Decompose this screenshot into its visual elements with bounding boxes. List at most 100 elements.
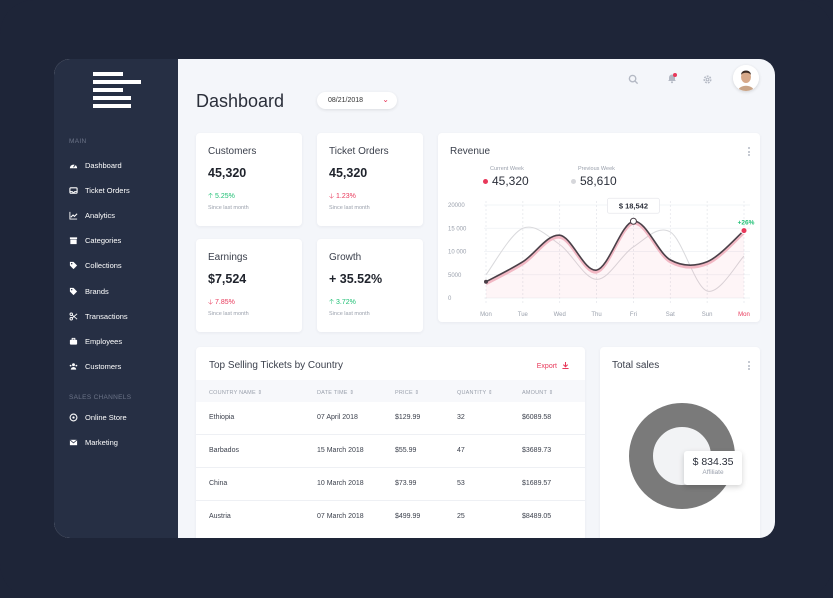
tag-icon bbox=[69, 287, 78, 296]
total-sales-title: Total sales bbox=[612, 360, 660, 371]
sidebar-item-ticket-orders[interactable]: Ticket Orders bbox=[69, 183, 130, 197]
total-sales-card: Total sales $ 834.35 Affiliate bbox=[600, 347, 760, 538]
table-row[interactable]: China 10 March 2018 $73.99 53 $1689.57 bbox=[196, 468, 585, 501]
analytics-icon bbox=[69, 211, 78, 220]
top-selling-title: Top Selling Tickets by Country bbox=[209, 360, 343, 371]
revenue-title: Revenue bbox=[450, 146, 491, 157]
sidebar-item-collections[interactable]: Collections bbox=[69, 258, 122, 272]
avatar[interactable] bbox=[733, 65, 759, 91]
column-header-price[interactable]: PRICE ⇕ bbox=[395, 390, 420, 396]
x-tick-label: Sun bbox=[702, 312, 713, 318]
nav-section-sales-channels: SALES CHANNELS bbox=[69, 394, 132, 401]
legend-value: 45,320 bbox=[492, 174, 529, 188]
x-tick-label: Mon bbox=[480, 312, 492, 318]
main-content: Dashboard 08/21/2018 ⌄ Customers 45,320 bbox=[178, 59, 775, 538]
sidebar-item-marketing[interactable]: Marketing bbox=[69, 435, 118, 449]
series-line-previous-week bbox=[485, 226, 745, 292]
stat-card-earnings: Earnings $7,524 🡣 7.85% Since last month bbox=[196, 239, 302, 332]
legend-dot bbox=[571, 178, 576, 184]
y-tick-label: 5000 bbox=[448, 273, 462, 279]
end-point bbox=[740, 227, 748, 235]
tags-icon bbox=[69, 261, 78, 270]
y-tick-label: 15 000 bbox=[448, 226, 467, 232]
nav-section-main: MAIN bbox=[69, 138, 87, 145]
cell-date: 15 March 2018 bbox=[317, 447, 364, 454]
inbox-icon bbox=[69, 186, 78, 195]
search-icon[interactable] bbox=[628, 72, 640, 85]
stat-value: $7,524 bbox=[208, 272, 247, 286]
sidebar-item-categories[interactable]: Categories bbox=[69, 233, 121, 247]
cell-amount: $8489.05 bbox=[522, 513, 552, 520]
sidebar-item-label: Ticket Orders bbox=[85, 185, 130, 195]
mail-icon bbox=[69, 438, 78, 447]
bell-icon[interactable] bbox=[666, 71, 678, 84]
column-header-date[interactable]: DATE TIME ⇕ bbox=[317, 390, 355, 396]
sidebar-item-customers[interactable]: Customers bbox=[69, 359, 121, 373]
arrow-down-icon: 🡣 bbox=[208, 299, 215, 306]
sidebar-item-dashboard[interactable]: Dashboard bbox=[69, 158, 122, 172]
more-icon[interactable] bbox=[748, 147, 751, 158]
download-icon bbox=[562, 362, 569, 371]
table-row[interactable]: Barbados 15 March 2018 $55.99 47 $3689.7… bbox=[196, 435, 585, 468]
export-button[interactable]: Export bbox=[537, 362, 569, 371]
stat-change: 🡣 7.85% bbox=[208, 299, 235, 306]
data-point bbox=[484, 279, 488, 284]
stat-card-ticket-orders: Ticket Orders 45,320 🡣 1.23% Since last … bbox=[317, 133, 423, 226]
cell-price: $55.99 bbox=[395, 447, 417, 454]
cell-country: Barbados bbox=[209, 447, 239, 454]
table-row[interactable]: Ethiopia 07 April 2018 $129.99 32 $6089.… bbox=[196, 402, 585, 435]
cell-quantity: 25 bbox=[457, 513, 465, 520]
sidebar-item-label: Dashboard bbox=[85, 160, 122, 170]
sidebar-item-label: Transactions bbox=[85, 311, 128, 321]
legend-value: 58,610 bbox=[580, 174, 617, 188]
stat-since: Since last month bbox=[208, 205, 249, 211]
legend-label: Previous Week bbox=[578, 166, 615, 172]
cell-date: 10 March 2018 bbox=[317, 480, 364, 487]
stat-change: 🡣 1.23% bbox=[329, 193, 356, 200]
sidebar-item-label: Customers bbox=[85, 361, 122, 371]
column-header-country[interactable]: COUNTRY NAME ⇕ bbox=[209, 390, 263, 396]
cell-date: 07 April 2018 bbox=[317, 414, 358, 421]
stat-value: + 35.52% bbox=[329, 272, 383, 286]
x-tick-label: Thu bbox=[591, 312, 601, 318]
users-icon bbox=[69, 362, 78, 371]
chevron-down-icon: ⌄ bbox=[382, 95, 389, 104]
date-picker[interactable]: 08/21/2018 ⌄ bbox=[317, 92, 397, 109]
sidebar-item-label: Marketing bbox=[85, 437, 118, 447]
logo[interactable] bbox=[93, 72, 141, 110]
briefcase-icon bbox=[69, 337, 78, 346]
more-icon[interactable] bbox=[748, 361, 751, 372]
cell-price: $499.99 bbox=[395, 513, 421, 520]
x-tick-label: Tue bbox=[518, 312, 529, 318]
chart-tooltip-value: $ 18,542 bbox=[619, 201, 648, 210]
sidebar-item-label: Categories bbox=[85, 235, 122, 245]
stat-change: 🡡 3.72% bbox=[329, 299, 356, 306]
settings-icon[interactable] bbox=[702, 72, 714, 84]
stat-label: Growth bbox=[329, 252, 362, 263]
sidebar-item-label: Employees bbox=[85, 336, 123, 346]
cell-price: $73.99 bbox=[395, 480, 417, 487]
table-row[interactable]: Austria 07 March 2018 $499.99 25 $8489.0… bbox=[196, 501, 585, 534]
scissors-icon bbox=[69, 312, 78, 321]
column-header-amount[interactable]: AMOUNT ⇕ bbox=[522, 390, 554, 396]
sidebar-item-online-store[interactable]: Online Store bbox=[69, 410, 127, 424]
total-sales-tooltip: $ 834.35 Affiliate bbox=[684, 451, 742, 485]
cell-date: 07 March 2018 bbox=[317, 513, 364, 520]
sidebar-item-transactions[interactable]: Transactions bbox=[69, 309, 128, 323]
sidebar-item-label: Online Store bbox=[85, 412, 127, 422]
sidebar-item-label: Analytics bbox=[85, 210, 116, 220]
total-sales-label: Affiliate bbox=[702, 469, 724, 476]
sidebar-item-analytics[interactable]: Analytics bbox=[69, 208, 115, 222]
legend-current-week: Current Week 45,320 bbox=[483, 166, 529, 188]
cell-amount: $1689.57 bbox=[522, 480, 552, 487]
column-header-quantity[interactable]: QUANTITY ⇕ bbox=[457, 390, 493, 396]
stat-card-growth: Growth + 35.52% 🡡 3.72% Since last month bbox=[317, 239, 423, 332]
categories-icon bbox=[69, 236, 78, 245]
stat-value: 45,320 bbox=[329, 166, 368, 180]
sidebar: MAIN Dashboard Ticket Orders Analytics C… bbox=[54, 59, 178, 538]
stat-since: Since last month bbox=[329, 311, 370, 317]
table-header bbox=[196, 380, 585, 402]
sidebar-item-employees[interactable]: Employees bbox=[69, 334, 122, 348]
sidebar-item-brands[interactable]: Brands bbox=[69, 284, 109, 298]
